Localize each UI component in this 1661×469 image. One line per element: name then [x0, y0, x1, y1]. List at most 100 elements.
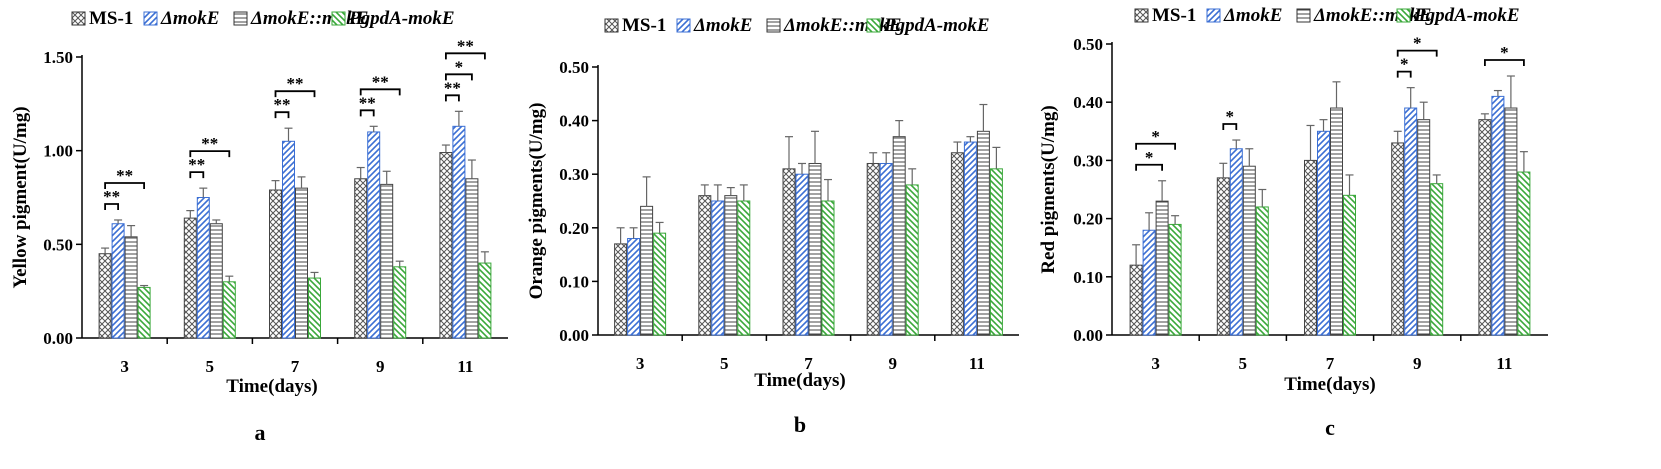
- x-tick-label: 3: [120, 357, 129, 376]
- bar: [1168, 223, 1182, 336]
- panel-label: c: [1325, 415, 1335, 440]
- bar: [782, 168, 796, 336]
- bar: [1129, 264, 1143, 336]
- bar: [196, 197, 210, 339]
- significance-bracket: [1135, 142, 1176, 150]
- significance-bracket: [445, 52, 486, 60]
- bar: [1343, 194, 1356, 336]
- bar: [98, 253, 112, 339]
- significance-label: *: [1226, 107, 1235, 126]
- y-axis-title: Yellow pigment(U/mg): [10, 106, 31, 288]
- bar: [795, 173, 809, 336]
- bar: [1517, 171, 1531, 336]
- legend-swatch: [1134, 8, 1149, 23]
- x-tick-label: 3: [636, 354, 645, 373]
- y-tick-label: 0.00: [559, 326, 589, 345]
- x-axis-title: Time(days): [1284, 374, 1375, 395]
- significance-label: *: [455, 57, 464, 76]
- bar: [989, 168, 1003, 336]
- bar: [282, 140, 295, 339]
- significance-bracket: [359, 88, 401, 96]
- bar: [222, 281, 236, 339]
- bar: [269, 189, 282, 339]
- y-tick-label: 0.30: [1073, 151, 1103, 170]
- bar: [354, 178, 368, 339]
- significance-label: *: [1145, 148, 1154, 167]
- x-tick-label: 9: [376, 357, 385, 376]
- bar: [879, 162, 893, 336]
- bar: [295, 187, 308, 339]
- legend-swatch: [676, 18, 691, 33]
- y-tick-label: 0.00: [1073, 326, 1103, 345]
- panel-b: MS-1 ΔmokE ΔmokE::mokEPgpdA-mokE0.000.100.…: [526, 15, 1019, 437]
- x-tick-label: 5: [720, 354, 729, 373]
- significance-label: **: [188, 155, 205, 174]
- significance-label: **: [116, 166, 133, 185]
- significance-bracket: [445, 94, 460, 102]
- x-axis-title: Time(days): [754, 370, 845, 391]
- y-axis-title: Red pigments(U/mg): [1038, 105, 1059, 273]
- significance-label: **: [103, 187, 120, 206]
- significance-bracket: [445, 73, 473, 81]
- significance-bracket: [274, 111, 290, 119]
- legend-label: ΔmokE: [693, 15, 752, 36]
- legend-label: MS-1: [622, 15, 666, 36]
- panel-a: MS-1 ΔmokE ΔmokE::mokEPgpdA-mokE0.000.501.…: [10, 8, 508, 445]
- legend-swatch: [766, 18, 781, 33]
- significance-bracket: [189, 171, 205, 179]
- x-tick-label: 11: [969, 354, 985, 373]
- x-tick-label: 5: [1239, 354, 1248, 373]
- chart-panels: MS-1 ΔmokE ΔmokE::mokEPgpdA-mokE0.000.501.…: [10, 5, 1548, 445]
- y-tick-label: 0.00: [43, 329, 73, 348]
- y-tick-label: 0.10: [1073, 268, 1103, 287]
- x-tick-label: 7: [291, 357, 300, 376]
- significance-bracket: [1396, 70, 1412, 78]
- y-tick-label: 0.40: [1073, 93, 1103, 112]
- significance-label: *: [1400, 55, 1409, 74]
- legend-label: PgpdA-mokE: [883, 15, 990, 36]
- bar: [367, 131, 381, 339]
- bar: [1229, 148, 1243, 336]
- significance-bracket: [1396, 49, 1438, 57]
- legend-swatch: [866, 18, 881, 33]
- panel-c: MS-1 ΔmokE ΔmokE::mokEPgpdA-mokE0.000.100.…: [1038, 5, 1548, 440]
- x-tick-label: 11: [1496, 354, 1512, 373]
- bar: [711, 200, 725, 336]
- bar: [465, 178, 479, 339]
- significance-label: *: [1413, 34, 1422, 53]
- bar: [866, 162, 880, 336]
- legend-swatch: [233, 11, 248, 26]
- legend-swatch: [71, 11, 86, 26]
- bar: [821, 200, 835, 336]
- bar: [393, 266, 407, 339]
- bar: [1391, 142, 1405, 336]
- y-tick-label: 0.20: [559, 219, 589, 238]
- bar: [627, 238, 641, 336]
- bar: [724, 195, 738, 336]
- legend-label: MS-1: [1152, 5, 1196, 26]
- bar: [905, 184, 919, 336]
- bar: [111, 223, 125, 339]
- x-axis-title: Time(days): [226, 376, 317, 397]
- y-tick-label: 0.20: [1073, 210, 1103, 229]
- bar: [1216, 177, 1230, 336]
- x-tick-label: 7: [804, 354, 813, 373]
- legend-label: ΔmokE: [1223, 5, 1282, 26]
- legend-swatch: [143, 11, 158, 26]
- significance-label: **: [372, 72, 389, 91]
- significance-bracket: [359, 109, 375, 117]
- bar: [1242, 165, 1256, 336]
- bar: [737, 200, 751, 336]
- significance-label: **: [457, 36, 474, 55]
- bar: [137, 286, 151, 339]
- bar: [380, 183, 394, 339]
- legend-swatch: [1206, 8, 1221, 23]
- bar: [1317, 130, 1330, 336]
- bar: [892, 136, 906, 336]
- y-tick-label: 0.50: [1073, 35, 1103, 54]
- legend-label: PgpdA-mokE: [1413, 5, 1520, 26]
- significance-bracket: [189, 150, 231, 158]
- bar: [1417, 119, 1431, 336]
- bar: [183, 217, 197, 339]
